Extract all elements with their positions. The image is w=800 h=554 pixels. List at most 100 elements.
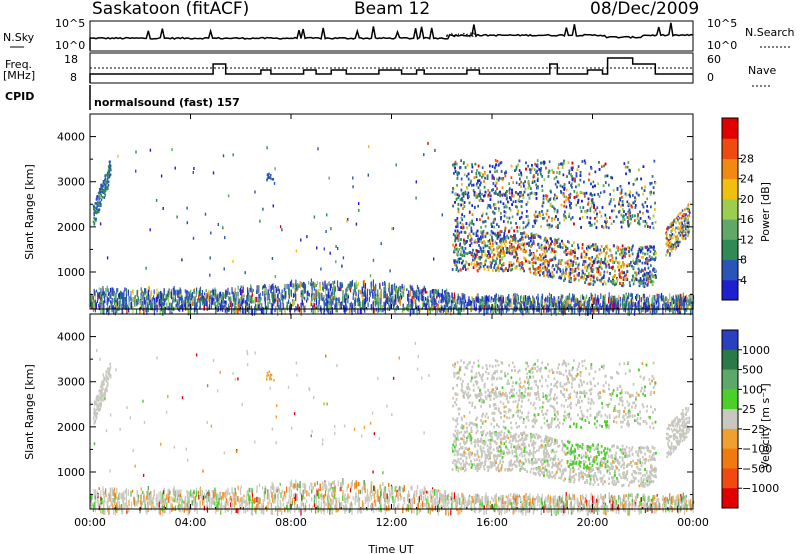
range-cell [479, 298, 481, 304]
range-cell [292, 293, 295, 298]
range-cell [671, 300, 673, 307]
range-cell [199, 302, 201, 310]
range-cell [577, 307, 579, 312]
range-cell [119, 292, 121, 300]
range-cell [162, 290, 165, 294]
range-cell [549, 308, 551, 313]
range-cell [480, 304, 482, 312]
range-cell [202, 295, 205, 300]
range-cell [360, 308, 363, 314]
range-cell [570, 308, 572, 315]
range-cell [361, 291, 363, 298]
range-cell [328, 176, 330, 180]
range-cell [670, 303, 672, 307]
range-cell [550, 294, 552, 302]
range-cell [347, 283, 349, 288]
range-cell [377, 295, 379, 302]
range-cell [590, 292, 592, 297]
range-cell [94, 295, 96, 300]
range-cell [446, 308, 448, 314]
range-cell [124, 296, 126, 301]
range-cell [90, 299, 92, 306]
range-cell [557, 296, 559, 300]
range-cell [218, 298, 220, 305]
range-cell [104, 186, 106, 189]
range-cell [338, 297, 340, 303]
range-cell [573, 304, 575, 308]
range-cell [271, 178, 274, 181]
range-cell [388, 296, 390, 303]
range-cell [508, 300, 510, 305]
range-cell [423, 153, 425, 157]
range-cell [102, 288, 104, 296]
range-cell [235, 292, 237, 295]
range-cell [322, 297, 324, 302]
range-cell [247, 298, 249, 302]
range-cell [672, 297, 674, 301]
range-cell [93, 211, 95, 215]
range-cell [100, 292, 102, 300]
range-cell [342, 290, 344, 296]
range-cell [95, 207, 97, 210]
range-cell [568, 299, 570, 306]
range-cell [449, 305, 451, 310]
range-cell [162, 207, 164, 210]
range-cell [279, 299, 281, 305]
range-cell [213, 301, 215, 306]
range-cell [583, 296, 585, 303]
range-cell [600, 305, 602, 311]
range-cell [403, 284, 405, 292]
range-cell [600, 293, 602, 299]
range-cell [653, 307, 655, 314]
range-cell [153, 289, 155, 295]
range-cell [204, 295, 206, 299]
range-cell [114, 295, 116, 300]
range-cell [470, 301, 472, 304]
range-cell [271, 303, 274, 311]
range-cell [522, 308, 524, 316]
range-cell [683, 305, 685, 310]
range-cell [206, 305, 208, 311]
range-cell [220, 291, 222, 298]
range-cell [262, 207, 264, 211]
range-cell [628, 308, 630, 316]
range-cell [363, 289, 365, 297]
range-cell [103, 291, 105, 299]
range-cell [144, 297, 146, 305]
freq-tick-low: 8 [70, 71, 77, 84]
range-cell [209, 296, 211, 304]
range-cell [418, 297, 420, 302]
range-cell [548, 292, 551, 296]
range-cell [358, 289, 360, 295]
range-cell [322, 294, 324, 299]
range-cell [330, 301, 332, 309]
range-cell [325, 298, 327, 302]
range-cell [681, 298, 683, 305]
range-cell [680, 294, 682, 301]
range-cell [262, 290, 264, 296]
range-cell [423, 289, 425, 292]
range-cell [191, 300, 193, 306]
range-cell [500, 308, 502, 316]
range-cell [302, 290, 304, 296]
range-cell [689, 308, 692, 316]
range-cell [308, 281, 310, 285]
range-cell [415, 180, 417, 184]
range-cell [137, 297, 139, 301]
range-cell [627, 302, 629, 307]
range-cell [533, 307, 535, 313]
range-cell [311, 289, 313, 294]
range-cell [263, 308, 265, 315]
range-cell [100, 304, 102, 309]
range-cell [108, 162, 111, 165]
range-cell [113, 308, 115, 315]
range-cell [421, 300, 424, 308]
range-cell [212, 171, 215, 175]
range-cell [651, 303, 653, 307]
range-cell [122, 295, 124, 302]
range-cell [294, 308, 296, 313]
range-cell [97, 204, 99, 207]
range-cell [641, 301, 643, 307]
range-cell [602, 304, 604, 308]
